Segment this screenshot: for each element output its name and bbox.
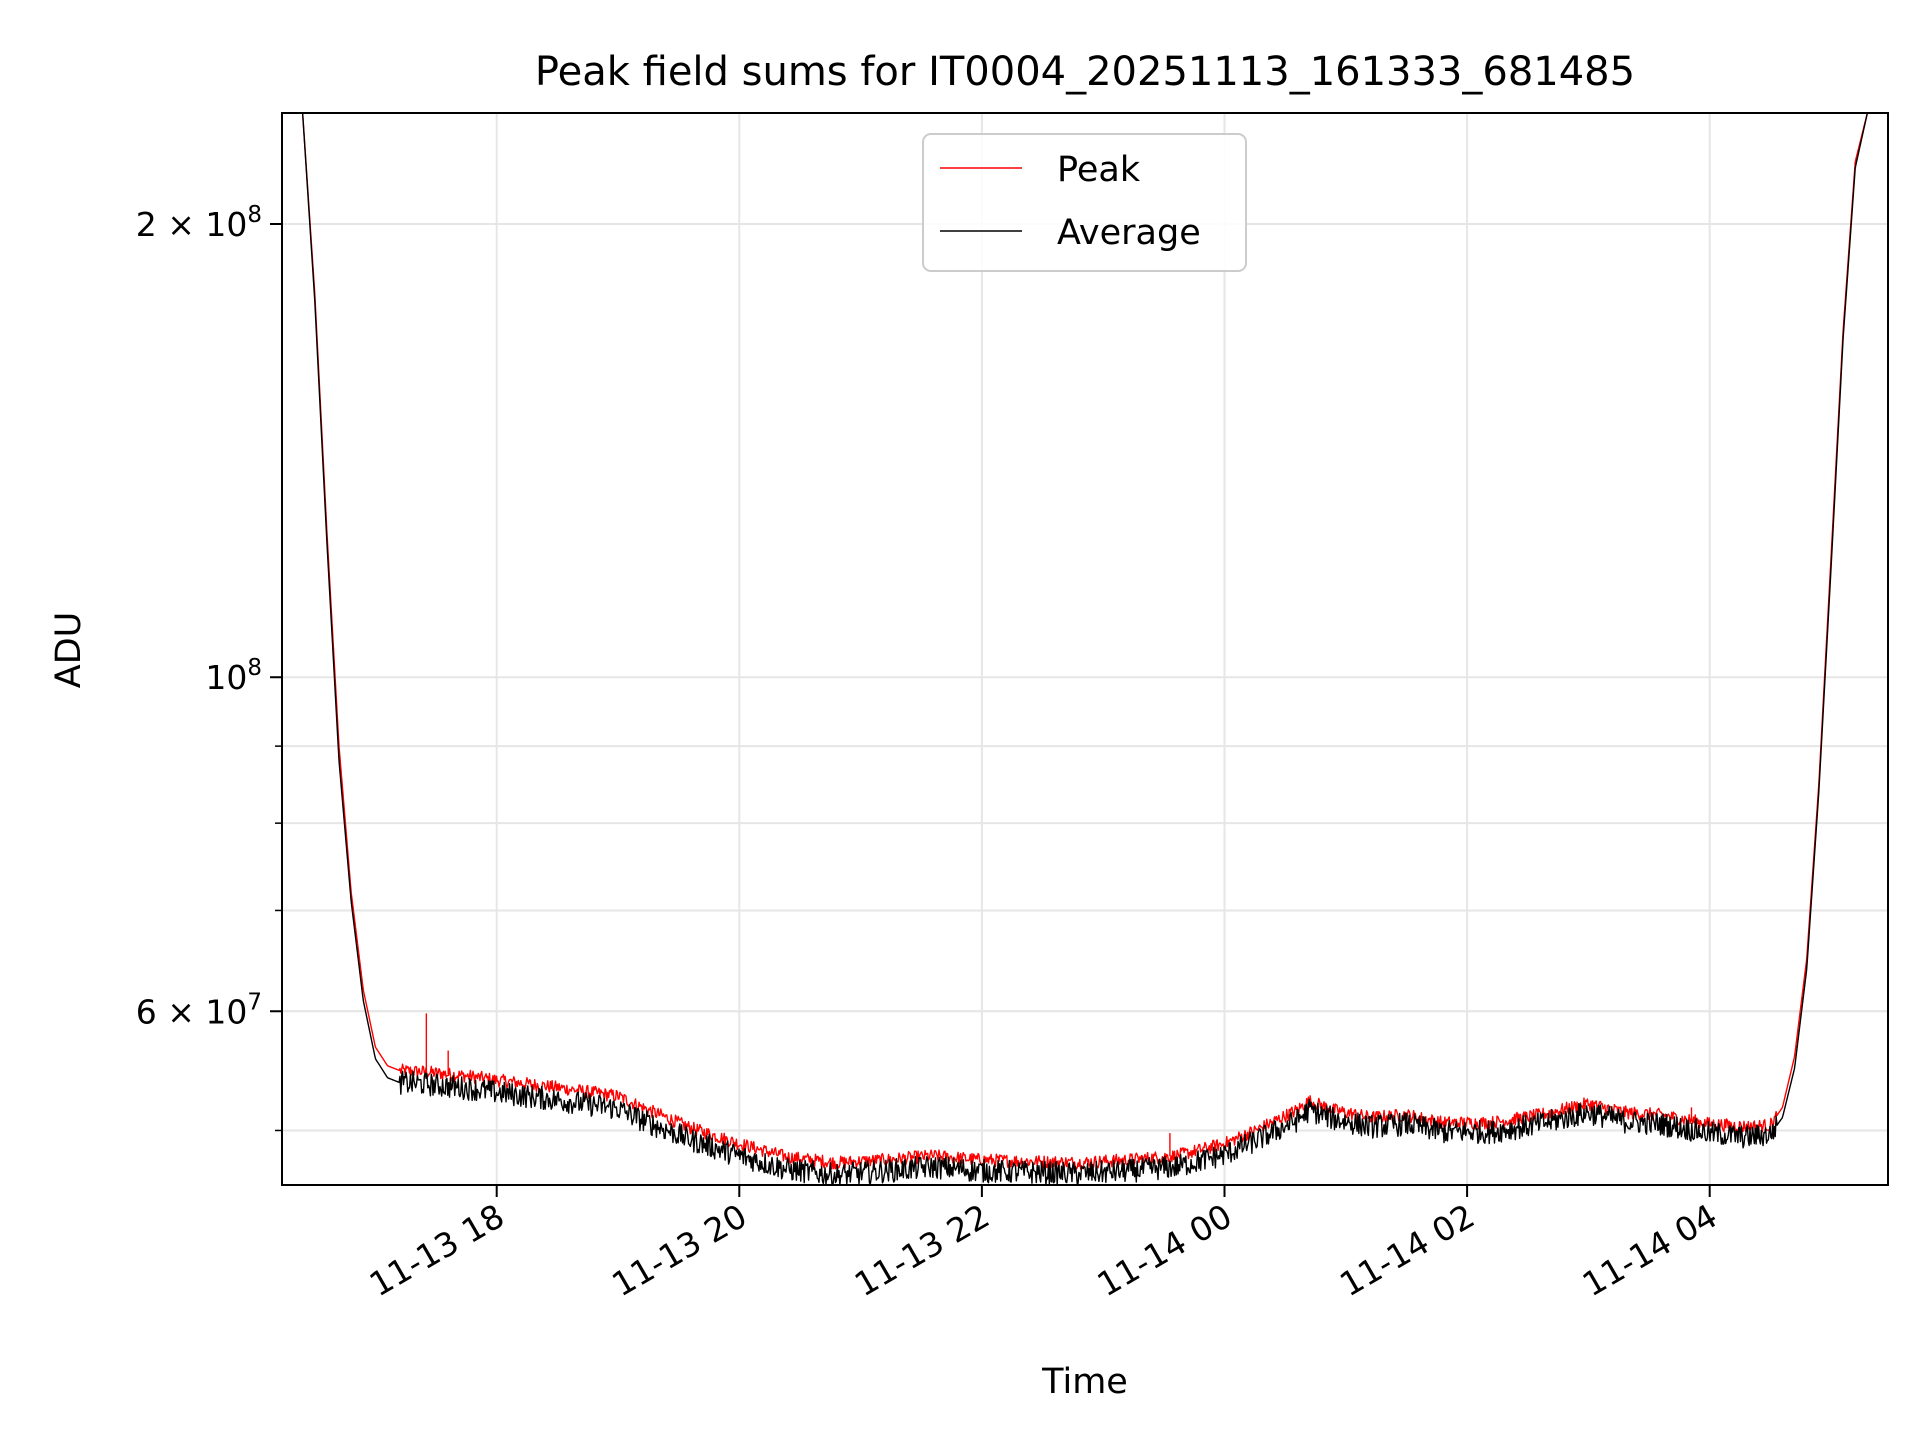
x-tick-label: 11-13 22 <box>848 1196 996 1304</box>
y-tick-label: 2 × 108 <box>136 202 262 244</box>
x-tick-labels: 11-13 18 11-13 20 11-13 22 11-14 00 11-14 02… <box>363 1196 1724 1304</box>
x-tick-label: 11-13 18 <box>363 1196 511 1304</box>
x-tick-label: 11-13 20 <box>605 1196 753 1304</box>
series-line-peak <box>301 112 1869 1170</box>
x-tick-label: 11-14 04 <box>1576 1196 1724 1304</box>
series-line-average <box>301 112 1869 1186</box>
y-tick-labels: 6 × 107 108 2 × 108 <box>136 202 262 1031</box>
chart-title: Peak field sums for IT0004_20251113_1613… <box>535 49 1635 95</box>
series-lines <box>301 112 1869 1186</box>
grid-lines <box>282 113 1888 1185</box>
y-tick-label: 6 × 107 <box>136 989 262 1031</box>
plot-frame <box>281 112 1889 1186</box>
legend: Peak Average <box>922 133 1247 272</box>
x-tick-label: 11-14 02 <box>1333 1196 1481 1304</box>
axis-ticks <box>270 222 1711 1197</box>
legend-label-average: Average <box>1057 213 1201 253</box>
y-axis-label: ADU <box>49 612 89 689</box>
x-tick-label: 11-14 00 <box>1090 1196 1238 1304</box>
x-axis-label: Time <box>1041 1362 1128 1402</box>
y-tick-label: 108 <box>205 655 262 697</box>
legend-label-peak: Peak <box>1057 150 1141 190</box>
